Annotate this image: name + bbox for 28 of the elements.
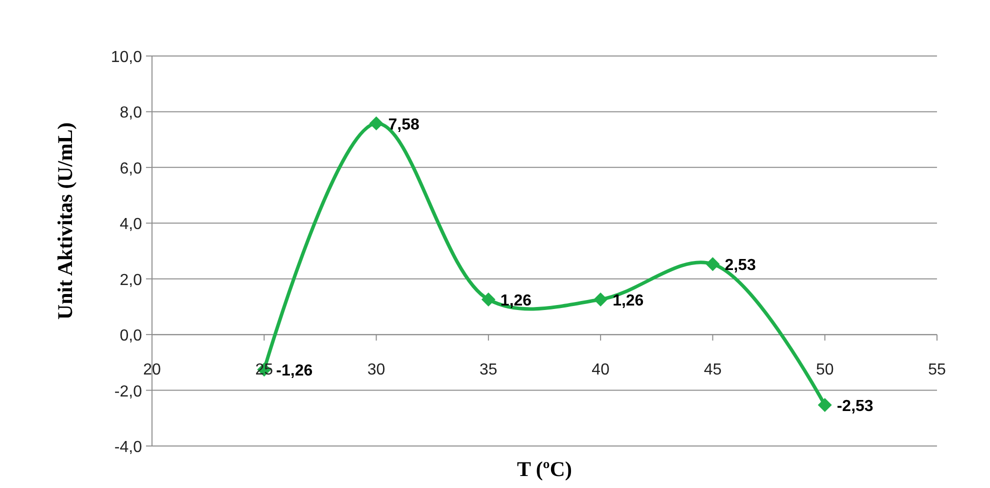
- text: -1,26: [276, 362, 313, 380]
- y-tick-label: 4,0: [120, 216, 142, 234]
- y-tick-label: 2,0: [120, 272, 142, 289]
- text: 2,53: [724, 257, 756, 274]
- y-axis-title: Unit Aktivitas (U/mL): [53, 122, 77, 320]
- y-tick-label: 10,0: [110, 49, 142, 66]
- x-tick-label: 55: [928, 362, 946, 379]
- x-tick-label: 35: [480, 362, 498, 379]
- point: [706, 257, 720, 272]
- x-tick-label: 30: [367, 362, 386, 379]
- y-tick-label: -2,0: [114, 383, 142, 400]
- text: 1,26: [612, 292, 644, 310]
- point: [369, 116, 384, 130]
- y-tick-label: 6,0: [120, 160, 142, 178]
- y-tick-label: -4,0: [114, 439, 142, 456]
- point: [481, 292, 496, 306]
- point: [594, 292, 608, 306]
- x-tick-label: 20: [143, 362, 161, 379]
- x-tick-label: 50: [816, 362, 834, 379]
- text: -2,53: [836, 398, 874, 416]
- point: [818, 398, 832, 412]
- text: 1,26: [500, 292, 532, 310]
- x-axis-title: T (ºC): [517, 457, 572, 481]
- x-tick-label: 45: [704, 362, 722, 379]
- text: 7,58: [388, 116, 420, 134]
- y-tick-label: 8,0: [120, 104, 142, 122]
- y-tick-label: 0,0: [120, 328, 142, 345]
- x-tick-label: 40: [592, 362, 610, 379]
